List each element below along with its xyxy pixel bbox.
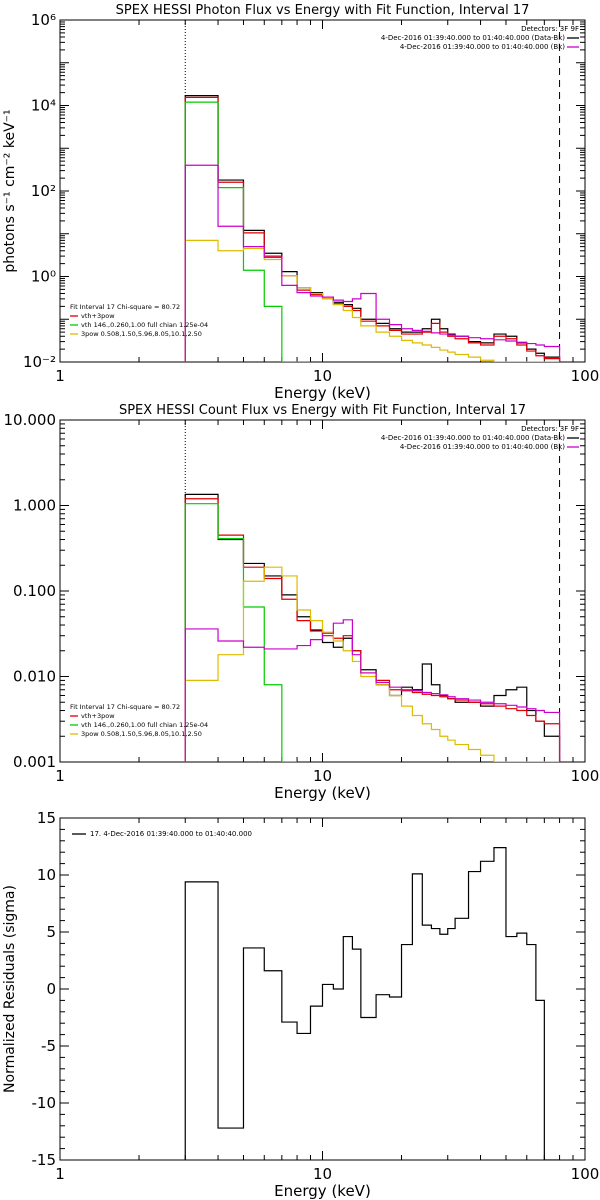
series-line-1	[184, 498, 561, 762]
legend-bottom-text: Fit Interval 17 Chi-square = 80.72	[70, 303, 180, 311]
x-tick-label: 100	[571, 367, 600, 385]
x-tick-label: 10	[313, 367, 332, 385]
x-tick-label: 100	[571, 1165, 600, 1183]
series-line-1	[184, 96, 561, 362]
legend-top-text: 4-Dec-2016 01:39:40.000 to 01:40:40.000 …	[381, 434, 565, 442]
y-tick-label: 10⁶	[31, 11, 56, 29]
x-axis-label: Energy (keV)	[274, 784, 371, 802]
x-axis-label: Energy (keV)	[274, 1182, 371, 1200]
series-line-3	[184, 239, 560, 362]
y-tick-label: 5	[46, 923, 56, 941]
series-line-0	[184, 847, 560, 1160]
legend-bottom-text: vth 146.,0.260,1.00 full chian 1.25e-04	[81, 721, 208, 729]
y-tick-label: 10.000	[4, 411, 57, 429]
photon-flux-panel: 1 10 100 10⁻² 10⁰ 10² 10⁴ 10⁶ SPEX HESSI Photon …	[2, 3, 599, 402]
y-tick-label: -10	[32, 1094, 57, 1112]
x-tick-label: 10	[313, 1165, 332, 1183]
legend-top-text: 4-Dec-2016 01:39:40.000 to 01:40:40.000 …	[400, 43, 565, 51]
legend-top-text: 4-Dec-2016 01:39:40.000 to 01:40:40.000 …	[400, 443, 565, 451]
y-tick-label: 0	[46, 980, 56, 998]
y-tick-label: 10²	[31, 182, 56, 200]
y-tick-label: 0.001	[13, 753, 56, 771]
y-tick-label: 15	[37, 809, 56, 827]
series-line-0	[184, 95, 561, 362]
y-tick-label: 1.000	[13, 497, 56, 515]
legend-bottom-text: vth 146.,0.260,1.00 full chian 1.25e-04	[81, 321, 208, 329]
x-tick-label: 10	[313, 767, 332, 785]
chart-title: SPEX HESSI Photon Flux vs Energy with Fi…	[116, 3, 530, 18]
legend-bottom-text: 3pow 0.508,1.50,5.96,8.05,10.1,2.50	[81, 330, 202, 338]
y-tick-label: 10	[37, 866, 56, 884]
legend-bottom-text: vth+3pow	[81, 712, 115, 720]
y-tick-label: 10⁰	[31, 268, 56, 286]
legend-top-text: 4-Dec-2016 01:39:40.000 to 01:40:40.000 …	[381, 34, 565, 42]
chart-title: SPEX HESSI Count Flux vs Energy with Fit…	[119, 403, 526, 418]
x-tick-label: 1	[55, 367, 65, 385]
x-tick-label: 1	[55, 767, 65, 785]
series-line-4	[184, 164, 561, 362]
y-tick-label: 0.010	[13, 668, 56, 686]
y-tick-label: -5	[41, 1037, 56, 1055]
series-line-2	[184, 101, 311, 362]
legend-top-text: Detectors: 3F 9F	[521, 425, 579, 433]
x-axis-label: Energy (keV)	[274, 384, 371, 402]
legend-bottom-text: Fit Interval 17 Chi-square = 80.72	[70, 703, 180, 711]
series-line-3	[184, 566, 560, 762]
y-tick-label: -15	[32, 1151, 57, 1169]
count-flux-panel: 1 10 100 0.001 0.010 0.100 1.000 10.000 SPEX HES…	[4, 403, 600, 802]
x-tick-label: 100	[571, 767, 600, 785]
series-line-4	[184, 619, 561, 762]
y-tick-label: 10⁻²	[23, 353, 56, 371]
series-line-0	[184, 493, 561, 762]
y-tick-label: 0.100	[13, 582, 56, 600]
legend-top-text: 17. 4-Dec-2016 01:39:40.000 to 01:40:40.…	[90, 830, 252, 838]
y-tick-label: 10⁴	[31, 97, 56, 115]
y-axis-label: photons s⁻¹ cm⁻² keV⁻¹	[2, 109, 18, 272]
legend-bottom-text: 3pow 0.508,1.50,5.96,8.05,10.1,2.50	[81, 730, 202, 738]
residuals-panel: 1 10 100 -15 -10 -5 0 5 10 15 Energy (keV) Normaliz…	[2, 809, 599, 1200]
x-tick-label: 1	[55, 1165, 65, 1183]
legend-bottom-text: vth+3pow	[81, 312, 115, 320]
y-axis-label: Normalized Residuals (sigma)	[2, 885, 18, 1093]
legend-top-text: Detectors: 3F 9F	[521, 25, 579, 33]
